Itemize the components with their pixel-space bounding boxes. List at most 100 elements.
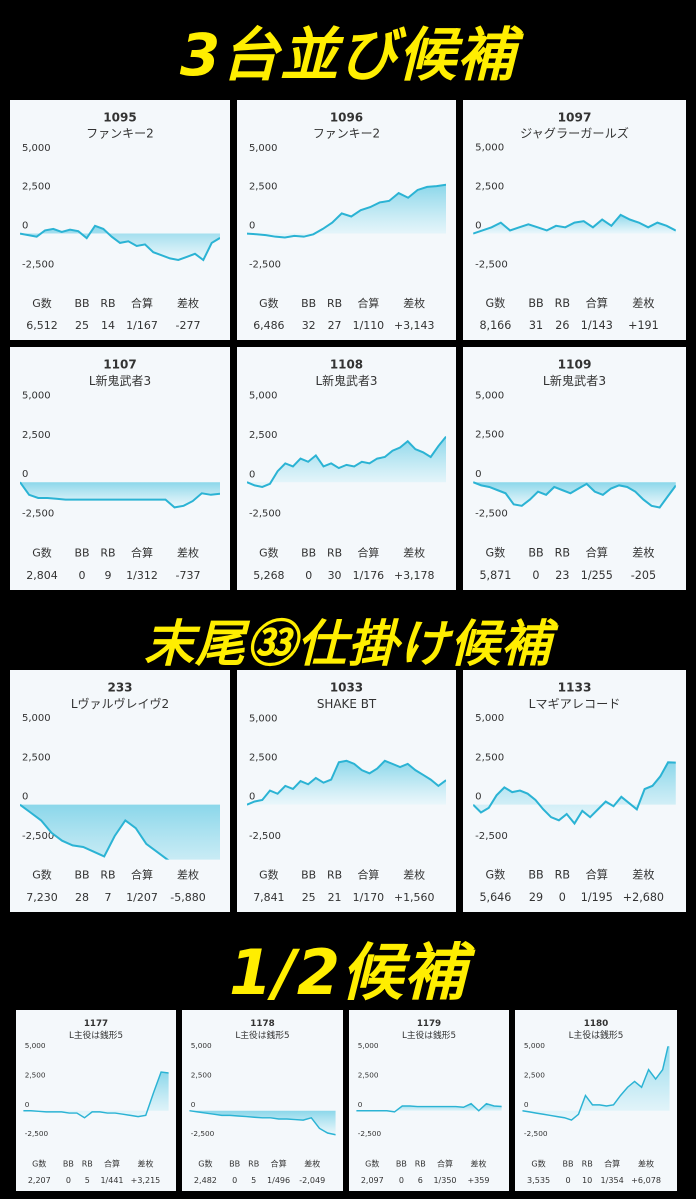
machine-card: 1096 ファンキー2 5,000 2,500 0 -2,500 G数 6,486 BB 32 RB… xyxy=(237,100,456,340)
stat-value: 29 xyxy=(529,891,543,904)
stat-header: G数 xyxy=(259,869,278,882)
stat-header: G数 xyxy=(32,1158,46,1168)
line xyxy=(246,435,447,488)
stat-header: G数 xyxy=(32,869,52,882)
machine-number: 1096 xyxy=(330,111,363,125)
stat-value: 14 xyxy=(101,319,115,332)
stat-header: RB xyxy=(100,547,115,560)
stat-header: G数 xyxy=(32,297,52,310)
line xyxy=(522,1046,669,1121)
stat-value: 27 xyxy=(328,319,342,332)
y-tick-label: 5,000 xyxy=(191,1041,212,1050)
y-tick-label: -2,500 xyxy=(191,1129,215,1138)
machine-number: 1177 xyxy=(84,1019,108,1029)
stat-value: 1/496 xyxy=(267,1176,290,1185)
y-tick-label: -2,500 xyxy=(249,831,281,842)
stat-header: RB xyxy=(327,297,342,310)
machine-number: 1178 xyxy=(250,1019,274,1029)
stat-value: 0 xyxy=(66,1176,71,1185)
line xyxy=(20,803,170,860)
machine-name: L新鬼武者3 xyxy=(89,373,151,388)
machine-number: 1107 xyxy=(103,358,136,372)
stat-value: 1/176 xyxy=(353,569,385,582)
chart xyxy=(473,481,676,509)
chart xyxy=(473,761,676,826)
area xyxy=(473,214,676,234)
stat-header: BB xyxy=(396,1159,407,1168)
stat-value: 25 xyxy=(75,319,89,332)
machine-number: 1095 xyxy=(103,111,136,125)
y-tick-label: 5,000 xyxy=(25,1041,46,1050)
y-tick-label: 5,000 xyxy=(524,1041,545,1050)
stat-value: 0 xyxy=(232,1176,237,1185)
chart xyxy=(473,213,676,235)
line xyxy=(20,481,220,509)
stat-value: 1/170 xyxy=(353,891,385,904)
stat-header: RB xyxy=(100,297,115,310)
machine-name: L新鬼武者3 xyxy=(543,373,606,388)
area xyxy=(473,762,676,824)
y-tick-label: -2,500 xyxy=(249,259,281,270)
y-tick-label: 5,000 xyxy=(249,713,277,724)
stat-header: 差枚 xyxy=(177,296,199,310)
stat-value: 5,871 xyxy=(479,569,511,582)
y-tick-label: 2,500 xyxy=(249,430,277,441)
line xyxy=(20,224,220,262)
line xyxy=(189,1109,336,1136)
machine-card: 1133 Lマギアレコード 5,000 2,500 0 -2,500 G数 5,646 BB 29… xyxy=(463,670,686,912)
y-tick-label: 0 xyxy=(22,469,28,480)
stat-header: RB xyxy=(555,547,570,560)
machine-number: 233 xyxy=(107,681,132,695)
y-tick-label: 2,500 xyxy=(22,430,51,441)
y-tick-label: -2,500 xyxy=(22,259,54,270)
stat-value: 31 xyxy=(529,319,543,332)
line xyxy=(23,1071,169,1119)
y-tick-label: 2,500 xyxy=(475,752,504,763)
area xyxy=(20,482,220,508)
y-tick-label: 0 xyxy=(475,220,481,231)
chart xyxy=(189,1109,336,1136)
stat-header: 合算 xyxy=(131,546,153,560)
line xyxy=(473,213,676,235)
stat-header: BB xyxy=(528,297,543,310)
stat-value: +2,680 xyxy=(623,891,664,904)
y-tick-label: -2,500 xyxy=(249,509,281,520)
stat-header: G数 xyxy=(32,547,52,560)
stat-value: 7,230 xyxy=(26,891,58,904)
stat-value: -205 xyxy=(631,569,656,582)
stat-value: 0 xyxy=(305,569,312,582)
machine-number: 1108 xyxy=(330,358,363,372)
stat-value: 5,646 xyxy=(479,891,511,904)
machine-name: L主役は銭形5 xyxy=(235,1029,289,1041)
y-tick-label: -2,500 xyxy=(524,1129,548,1138)
machine-name: SHAKE BT xyxy=(317,697,377,711)
stat-header: RB xyxy=(100,869,115,882)
y-tick-label: -2,500 xyxy=(25,1129,49,1138)
y-tick-label: 0 xyxy=(249,792,255,803)
y-tick-label: -2,500 xyxy=(22,509,54,520)
stat-header: 合算 xyxy=(104,1158,120,1168)
chart xyxy=(522,1046,670,1121)
stat-header: BB xyxy=(528,869,543,882)
stat-value: -5,880 xyxy=(170,891,205,904)
stat-header: 差枚 xyxy=(632,546,654,560)
y-tick-label: 0 xyxy=(249,469,255,480)
stat-header: RB xyxy=(555,869,570,882)
stat-header: 差枚 xyxy=(638,1158,654,1168)
machine-name: L新鬼武者3 xyxy=(316,373,378,388)
area xyxy=(473,482,676,508)
stat-value: 9 xyxy=(105,569,112,582)
line xyxy=(473,481,676,509)
stat-header: BB xyxy=(63,1159,74,1168)
stat-header: 合算 xyxy=(131,296,153,310)
section-title: 1/2候補 xyxy=(228,935,467,1010)
machine-number: 1109 xyxy=(558,358,592,372)
chart xyxy=(20,803,220,860)
chart xyxy=(246,183,447,239)
